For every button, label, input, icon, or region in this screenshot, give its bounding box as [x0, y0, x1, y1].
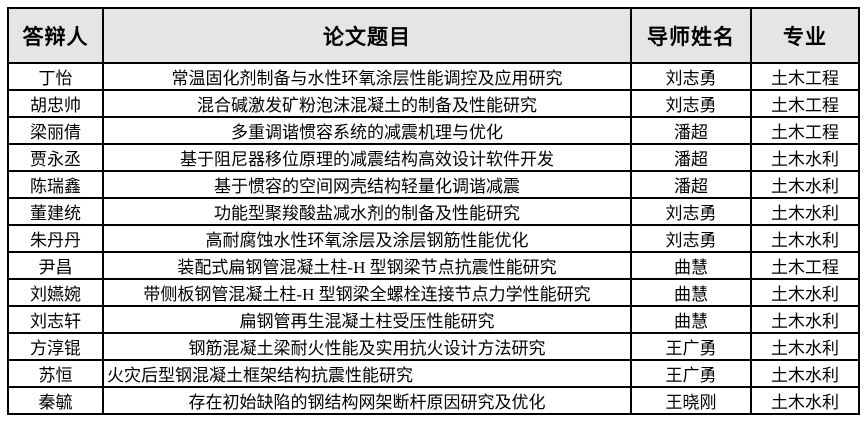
table-row: 刘嬿婉 带侧板钢管混凝土柱-H 型钢梁全螺栓连接节点力学性能研究 曲慧 土木水利: [7, 278, 860, 307]
column-header-defender: 答辩人: [7, 7, 104, 64]
defender-cell: 丁怡: [7, 62, 104, 91]
major-cell: 土木工程: [750, 89, 860, 118]
advisor-cell: 王广勇: [630, 359, 752, 388]
advisor-cell: 刘志勇: [630, 197, 752, 226]
thesis-title-cell: 火灾后型钢混凝土框架结构抗震性能研究: [102, 359, 632, 388]
thesis-title-cell: 基于阻尼器移位原理的减震结构高效设计软件开发: [102, 143, 632, 172]
major-cell: 土木水利: [750, 278, 860, 307]
advisor-cell: 王晓刚: [630, 386, 752, 415]
thesis-title-cell: 高耐腐蚀水性环氧涂层及涂层钢筋性能优化: [102, 224, 632, 253]
thesis-title-cell: 多重调谐惯容系统的减震机理与优化: [102, 116, 632, 145]
defender-cell: 苏恒: [7, 359, 104, 388]
table-row: 陈瑞鑫 基于惯容的空间网壳结构轻量化调谐减震 潘超 土木水利: [7, 170, 860, 199]
defender-cell: 尹昌: [7, 251, 104, 280]
column-header-advisor: 导师姓名: [630, 7, 752, 64]
advisor-cell: 潘超: [630, 170, 752, 199]
table-row: 朱丹丹 高耐腐蚀水性环氧涂层及涂层钢筋性能优化 刘志勇 土木水利: [7, 224, 860, 253]
table-header-row: 答辩人 论文题目 导师姓名 专业: [7, 7, 860, 64]
defender-cell: 方淳锟: [7, 332, 104, 361]
defender-cell: 秦毓: [7, 386, 104, 415]
thesis-title-cell: 功能型聚羧酸盐减水剂的制备及性能研究: [102, 197, 632, 226]
advisor-cell: 曲慧: [630, 251, 752, 280]
table-row: 胡忠帅 混合碱激发矿粉泡沫混凝土的制备及性能研究 刘志勇 土木工程: [7, 89, 860, 118]
thesis-title-cell: 常温固化剂制备与水性环氧涂层性能调控及应用研究: [102, 62, 632, 91]
thesis-title-cell: 混合碱激发矿粉泡沫混凝土的制备及性能研究: [102, 89, 632, 118]
major-cell: 土木水利: [750, 197, 860, 226]
thesis-title-cell: 装配式扁钢管混凝土柱-H 型钢梁节点抗震性能研究: [102, 251, 632, 280]
major-cell: 土木水利: [750, 359, 860, 388]
table-row: 秦毓 存在初始缺陷的钢结构网架断杆原因研究及优化 王晓刚 土木水利: [7, 386, 860, 415]
advisor-cell: 曲慧: [630, 305, 752, 334]
table-row: 刘志轩 扁钢管再生混凝土柱受压性能研究 曲慧 土木水利: [7, 305, 860, 334]
defender-cell: 贾永丞: [7, 143, 104, 172]
thesis-title-cell: 存在初始缺陷的钢结构网架断杆原因研究及优化: [102, 386, 632, 415]
major-cell: 土木水利: [750, 305, 860, 334]
table-row: 董建统 功能型聚羧酸盐减水剂的制备及性能研究 刘志勇 土木水利: [7, 197, 860, 226]
table-row: 苏恒 火灾后型钢混凝土框架结构抗震性能研究 王广勇 土木水利: [7, 359, 860, 388]
major-cell: 土木水利: [750, 332, 860, 361]
thesis-title-cell: 带侧板钢管混凝土柱-H 型钢梁全螺栓连接节点力学性能研究: [102, 278, 632, 307]
defender-cell: 朱丹丹: [7, 224, 104, 253]
column-header-major: 专业: [750, 7, 860, 64]
table-row: 方淳锟 钢筋混凝土梁耐火性能及实用抗火设计方法研究 王广勇 土木水利: [7, 332, 860, 361]
major-cell: 土木水利: [750, 224, 860, 253]
advisor-cell: 刘志勇: [630, 89, 752, 118]
advisor-cell: 王广勇: [630, 332, 752, 361]
major-cell: 土木水利: [750, 386, 860, 415]
defender-cell: 刘志轩: [7, 305, 104, 334]
advisor-cell: 刘志勇: [630, 62, 752, 91]
defender-cell: 梁丽倩: [7, 116, 104, 145]
advisor-cell: 曲慧: [630, 278, 752, 307]
defender-cell: 刘嬿婉: [7, 278, 104, 307]
major-cell: 土木水利: [750, 143, 860, 172]
defense-table: 答辩人 论文题目 导师姓名 专业 丁怡 常温固化剂制备与水性环氧涂层性能调控及应用…: [7, 7, 860, 415]
advisor-cell: 潘超: [630, 143, 752, 172]
thesis-title-cell: 基于惯容的空间网壳结构轻量化调谐减震: [102, 170, 632, 199]
defender-cell: 胡忠帅: [7, 89, 104, 118]
advisor-cell: 潘超: [630, 116, 752, 145]
major-cell: 土木工程: [750, 116, 860, 145]
table-body: 丁怡 常温固化剂制备与水性环氧涂层性能调控及应用研究 刘志勇 土木工程 胡忠帅 混合碱激发…: [7, 62, 860, 415]
table-row: 梁丽倩 多重调谐惯容系统的减震机理与优化 潘超 土木工程: [7, 116, 860, 145]
table-row: 丁怡 常温固化剂制备与水性环氧涂层性能调控及应用研究 刘志勇 土木工程: [7, 62, 860, 91]
column-header-thesis-title: 论文题目: [102, 7, 632, 64]
major-cell: 土木工程: [750, 62, 860, 91]
major-cell: 土木工程: [750, 251, 860, 280]
defender-cell: 董建统: [7, 197, 104, 226]
advisor-cell: 刘志勇: [630, 224, 752, 253]
table-row: 贾永丞 基于阻尼器移位原理的减震结构高效设计软件开发 潘超 土木水利: [7, 143, 860, 172]
defender-cell: 陈瑞鑫: [7, 170, 104, 199]
major-cell: 土木水利: [750, 170, 860, 199]
thesis-title-cell: 扁钢管再生混凝土柱受压性能研究: [102, 305, 632, 334]
table-row: 尹昌 装配式扁钢管混凝土柱-H 型钢梁节点抗震性能研究 曲慧 土木工程: [7, 251, 860, 280]
thesis-title-cell: 钢筋混凝土梁耐火性能及实用抗火设计方法研究: [102, 332, 632, 361]
